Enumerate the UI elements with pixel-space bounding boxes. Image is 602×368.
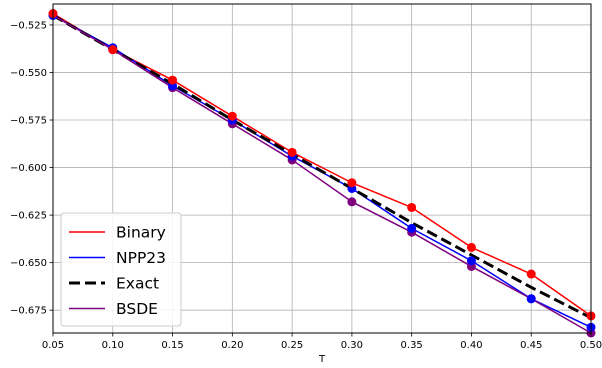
legend-box xyxy=(60,212,182,327)
data-point-binary xyxy=(347,178,357,188)
x-tick-label: 0.35 xyxy=(401,340,423,351)
legend-label-exact: Exact xyxy=(116,275,159,293)
data-point-binary xyxy=(407,202,417,212)
x-axis-label: T xyxy=(318,354,326,365)
plot-frame xyxy=(52,3,592,334)
x-tick-label: 0.15 xyxy=(161,340,183,351)
y-tick-label: −0.525 xyxy=(10,20,47,31)
legend-label-bsde: BSDE xyxy=(116,300,158,318)
x-axis-ticks: 0.05 0.10 0.15 0.20 0.25 0.30 0.35 0.40 0.45 0.50 xyxy=(42,333,602,351)
data-point-binary xyxy=(526,269,536,279)
data-point-binary xyxy=(466,242,476,252)
x-tick-label: 0.20 xyxy=(221,340,243,351)
series-line-bsde xyxy=(52,14,592,334)
y-tick-label: −0.625 xyxy=(10,211,47,222)
data-point-npp23 xyxy=(466,256,476,266)
series-line-binary xyxy=(52,12,592,317)
data-point-binary xyxy=(168,75,178,85)
legend-label-binary: Binary xyxy=(116,224,166,242)
data-point-binary xyxy=(108,45,118,55)
data-point-binary xyxy=(287,147,297,157)
y-tick-label: −0.550 xyxy=(10,68,47,79)
series-lines xyxy=(52,12,592,334)
y-tick-label: −0.675 xyxy=(10,306,47,317)
legend-label-npp23: NPP23 xyxy=(116,249,166,267)
x-tick-label: 0.45 xyxy=(520,340,542,351)
y-tick-label: −0.575 xyxy=(10,116,47,127)
x-tick-label: 0.30 xyxy=(341,340,363,351)
x-tick-label: 0.50 xyxy=(580,340,602,351)
data-point-npp23 xyxy=(526,294,536,304)
data-point-binary xyxy=(227,111,237,121)
x-tick-label: 0.10 xyxy=(102,340,124,351)
data-point-bsde xyxy=(347,197,357,207)
y-tick-label: −0.650 xyxy=(10,258,47,269)
y-tick-label: −0.600 xyxy=(10,163,47,174)
y-axis-ticks: −0.525 −0.550 −0.575 −0.600 −0.625 −0.650 −0.6… xyxy=(10,20,53,317)
data-point-npp23 xyxy=(407,223,417,233)
series-line-exact xyxy=(52,14,592,320)
x-tick-label: 0.40 xyxy=(460,340,482,351)
x-tick-label: 0.05 xyxy=(42,340,64,351)
legend: Binary NPP23 Exact BSDE xyxy=(60,212,182,327)
x-tick-label: 0.25 xyxy=(281,340,303,351)
